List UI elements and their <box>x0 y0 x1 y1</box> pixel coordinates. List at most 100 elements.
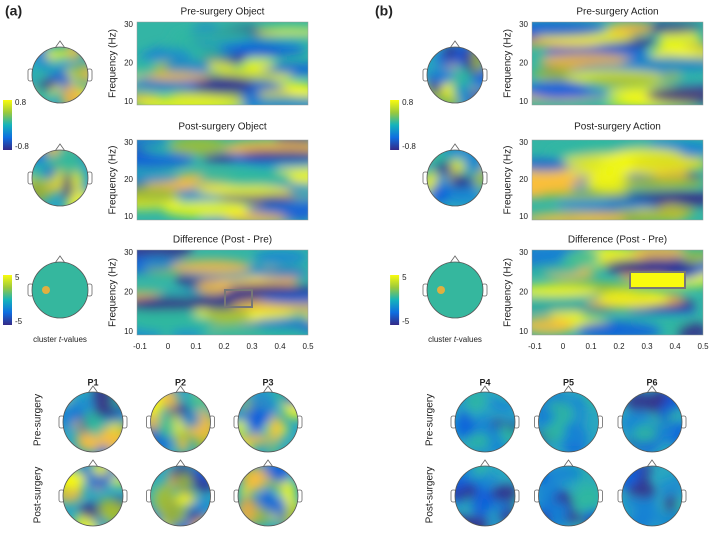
blob <box>556 198 658 211</box>
x-tick-label: 0.3 <box>246 342 258 351</box>
blob <box>238 420 248 436</box>
blob <box>630 250 687 260</box>
colorbar <box>390 100 400 150</box>
blob <box>574 140 654 150</box>
blob <box>137 140 170 146</box>
x-tick-label: 0.2 <box>218 342 230 351</box>
blob <box>632 423 659 443</box>
heatmap-title: Difference (Post - Pre) <box>173 235 272 246</box>
cluster-label: cluster t-values <box>428 335 482 344</box>
blob <box>70 65 85 78</box>
heatmap-title: Post-surgery Object <box>178 122 267 133</box>
y-axis-label: Frequency (Hz) <box>108 258 119 327</box>
blob <box>631 508 652 526</box>
y-tick-label: 30 <box>519 248 528 257</box>
row-label: Post-surgery <box>425 467 436 524</box>
participant-label: P6 <box>646 377 657 387</box>
colorbar-max: 0.8 <box>402 98 414 107</box>
field <box>532 250 703 335</box>
cluster-label-part: -values <box>456 335 482 344</box>
blob <box>574 408 586 426</box>
blob <box>606 22 654 36</box>
topo <box>32 262 88 318</box>
blob <box>172 259 252 275</box>
x-tick-label: 0.1 <box>585 342 597 351</box>
blob <box>54 150 84 175</box>
blob <box>37 79 58 90</box>
participant-label: P1 <box>87 377 98 387</box>
cluster-label-part: t <box>59 335 62 344</box>
colorbar-max: 5 <box>402 273 407 282</box>
blob <box>163 200 257 218</box>
topo-outline <box>237 465 299 527</box>
y-tick-label: 10 <box>124 97 133 106</box>
field <box>63 392 123 452</box>
colorbar-max: 5 <box>15 273 20 282</box>
blob <box>490 484 515 503</box>
blob <box>450 159 465 173</box>
blob <box>532 284 599 298</box>
blob <box>137 296 213 311</box>
blob <box>170 329 204 335</box>
blob <box>282 392 298 420</box>
blob <box>253 250 308 265</box>
blob <box>278 466 291 475</box>
blob <box>620 176 703 190</box>
blob <box>238 497 258 526</box>
field-blobs <box>137 24 308 105</box>
blob <box>541 409 556 424</box>
field <box>427 150 483 206</box>
field <box>455 392 515 452</box>
blob <box>92 392 114 412</box>
x-tick-label: 0.5 <box>302 342 314 351</box>
cluster-label-part: -values <box>61 335 87 344</box>
blob <box>138 49 192 62</box>
y-axis-label: Frequency (Hz) <box>108 146 119 215</box>
topo-outline <box>538 391 599 453</box>
x-tick-label: 0 <box>166 342 171 351</box>
topo-outline <box>31 149 89 207</box>
row-label: Pre-surgery <box>425 394 436 446</box>
blob <box>660 478 674 499</box>
blob <box>66 47 82 61</box>
blob <box>622 496 645 510</box>
blob <box>205 307 251 325</box>
blob <box>532 292 604 312</box>
blob <box>244 203 308 216</box>
blob <box>195 184 291 196</box>
blob <box>176 437 190 452</box>
blob <box>428 186 451 203</box>
field-blobs <box>532 140 703 220</box>
blob <box>625 191 703 201</box>
blob <box>246 466 269 491</box>
blob <box>463 150 483 173</box>
blob <box>432 67 453 84</box>
blob <box>32 68 50 79</box>
blob <box>464 392 486 411</box>
y-tick-label: 30 <box>124 248 133 257</box>
blob <box>455 482 478 500</box>
blob <box>218 43 307 57</box>
x-tick-label: 0.1 <box>190 342 202 351</box>
blob <box>449 175 473 189</box>
field <box>238 466 298 526</box>
heatmap-frame <box>531 249 704 336</box>
blob <box>538 425 566 443</box>
y-tick-label: 10 <box>519 97 528 106</box>
y-tick-label: 20 <box>519 59 528 68</box>
blob <box>252 409 266 424</box>
cluster-label-part: cluster <box>33 335 59 344</box>
y-tick-label: 20 <box>124 288 133 297</box>
cluster-box <box>629 271 686 289</box>
field <box>137 250 308 335</box>
topo-outline <box>62 391 124 453</box>
blob <box>466 432 491 450</box>
blob <box>532 22 608 37</box>
blob <box>564 250 601 266</box>
blob <box>656 427 677 438</box>
colorbar <box>3 100 12 150</box>
heatmap-frame <box>531 21 704 106</box>
blob <box>586 173 633 192</box>
blob <box>442 150 468 157</box>
x-tick-label: 0.2 <box>613 342 625 351</box>
